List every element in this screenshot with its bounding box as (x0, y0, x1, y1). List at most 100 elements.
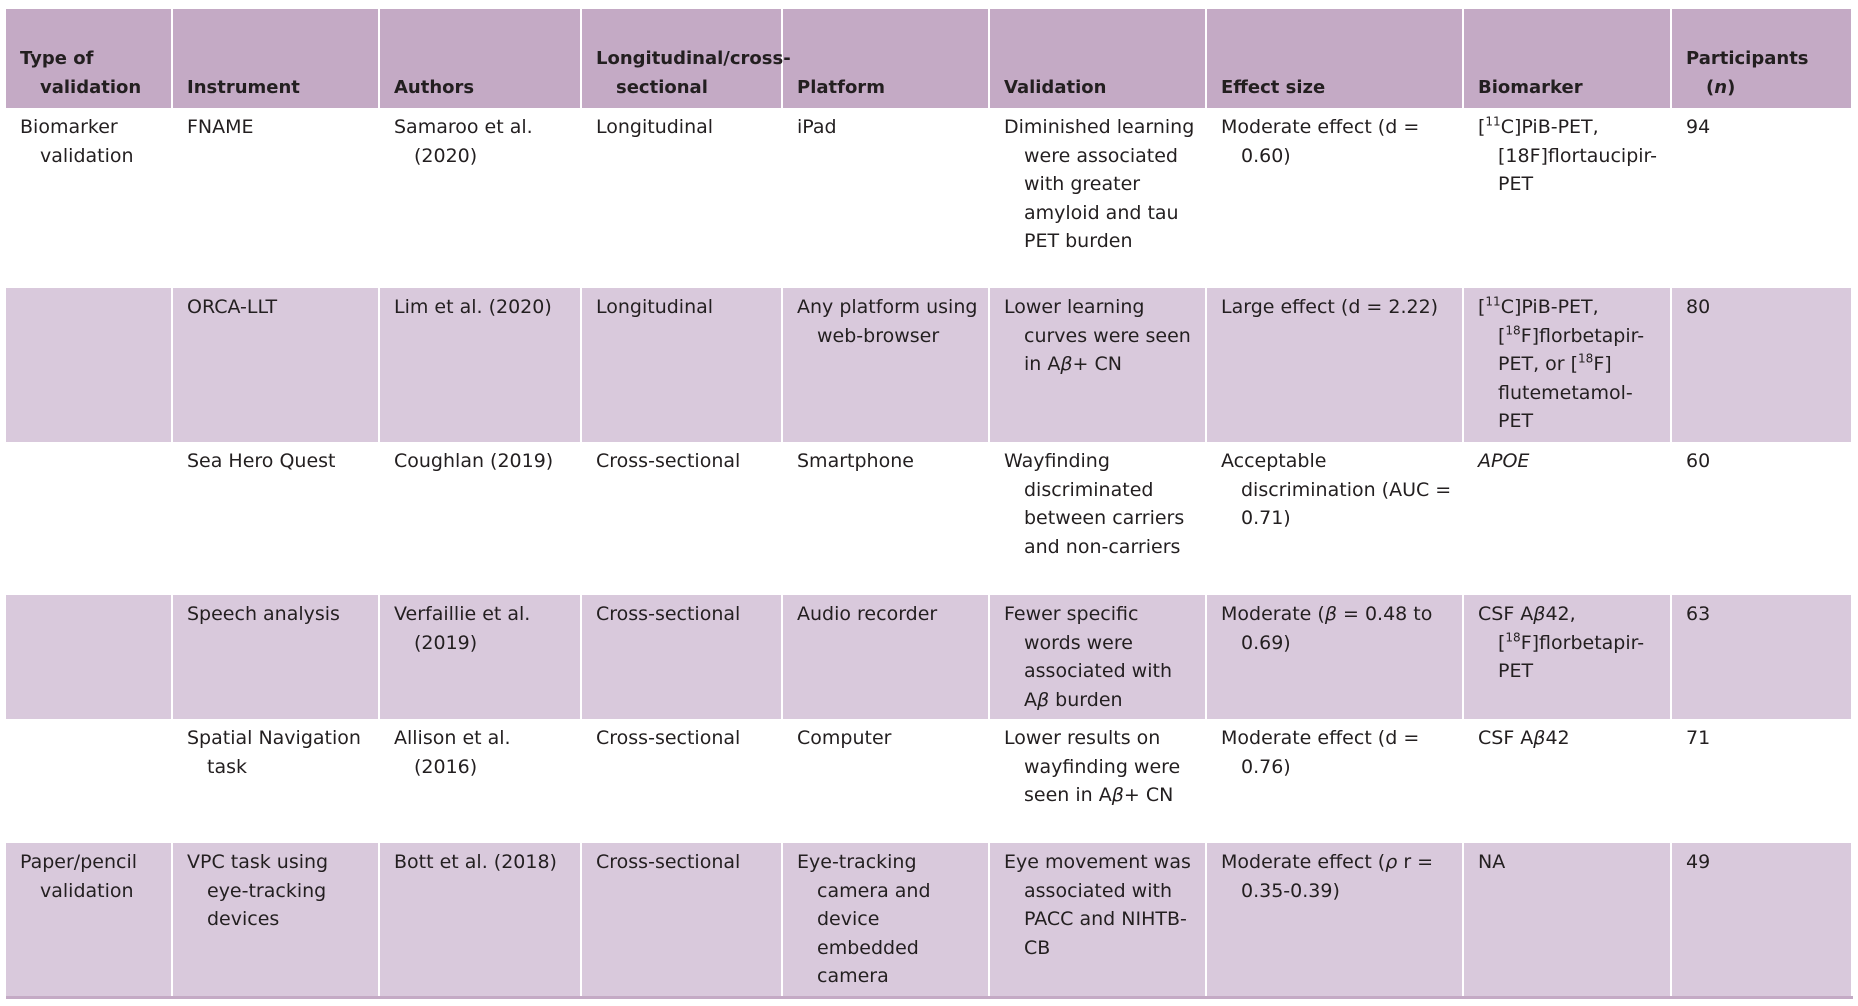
text-run: ) (1727, 76, 1736, 98)
table-row: Sea Hero Quest Coughlan (2019) Cross-secti… (6, 442, 1853, 595)
table-cell: 63 (1671, 595, 1853, 719)
table-row: Spatial Navigation task Allison et al. (2… (6, 719, 1853, 843)
superscript: 11 (1485, 294, 1501, 309)
column-header: Biomarker (1463, 9, 1672, 108)
table-cell: Sea Hero Quest (172, 442, 380, 595)
table-cell: Cross-sectional (581, 843, 783, 999)
table-cell (6, 595, 173, 719)
table-cell (6, 719, 173, 843)
column-header: Platform (782, 9, 990, 108)
table-cell: Large effect (d = 2.22) (1206, 288, 1464, 442)
superscript: 18 (1505, 630, 1521, 645)
table-cell: Any platform using web-browser (782, 288, 990, 442)
column-header: Type of validation (6, 9, 173, 108)
text-run: CSF A (1478, 727, 1534, 749)
table-cell: 80 (1671, 288, 1853, 442)
table-cell: iPad (782, 108, 990, 288)
table-cell (6, 288, 173, 442)
column-header: Effect size (1206, 9, 1464, 108)
table-cell: Spatial Navigation task (172, 719, 380, 843)
text-run: Participants ( (1686, 48, 1809, 98)
table-cell: NA (1463, 843, 1672, 999)
italic-run: β (1037, 688, 1050, 711)
table-cell: Eye movement was associated with PACC an… (989, 843, 1207, 999)
italic-run: β (1060, 353, 1073, 375)
text-run: Lower results on wayfinding were seen in… (1004, 727, 1181, 806)
text-run: Moderate ( (1221, 603, 1325, 625)
text-run: Moderate effect ( (1221, 851, 1386, 873)
text-run: = 0.48 to 0.69) (1241, 603, 1433, 654)
italic-run: β (1533, 727, 1546, 749)
text-run: 42 (1545, 727, 1570, 749)
table-cell: [11C]PiB-PET, [18F]florbetapir-PET, or [… (1463, 288, 1672, 442)
table-row: Paper/pencil validation VPC task using ey… (6, 843, 1853, 999)
text-run: C]PiB-PET, [18F]flortaucipir-PET (1498, 116, 1657, 195)
table-cell (6, 442, 173, 595)
header-row: Type of validation Instrument Authors Longi… (6, 9, 1853, 108)
superscript: 18 (1505, 323, 1521, 338)
text-run: [ (1478, 296, 1486, 318)
italic-run: APOE (1478, 450, 1530, 472)
table-cell: Cross-sectional (581, 595, 783, 719)
column-header: Validation (989, 9, 1207, 108)
table-body: Biomarker validation FNAME Samaroo et al. … (6, 108, 1853, 999)
text-run: F] flutemetamol-PET (1498, 353, 1633, 432)
table-cell: Biomarker validation (6, 108, 173, 288)
text-run: F]florbetapir-PET (1498, 631, 1645, 683)
table-cell: Smartphone (782, 442, 990, 595)
superscript: 11 (1485, 114, 1501, 129)
italic-run: ρ (1385, 851, 1398, 873)
table-cell: Wayfinding discriminated between carrier… (989, 442, 1207, 595)
table-cell: Acceptable discrimination (AUC = 0.71) (1206, 442, 1464, 595)
table-cell: Eye-tracking camera and device embedded … (782, 843, 990, 999)
table-cell: CSF Aβ42 (1463, 719, 1672, 843)
table-cell: 60 (1671, 442, 1853, 595)
table-cell: Moderate effect (d = 0.60) (1206, 108, 1464, 288)
column-header: Instrument (172, 9, 380, 108)
table-row: ORCA-LLT Lim et al. (2020) Longitudinal Any… (6, 288, 1853, 442)
text-run: F]florbetapir-PET, or [ (1498, 324, 1645, 376)
table-cell: Audio recorder (782, 595, 990, 719)
table-cell: Longitudinal (581, 108, 783, 288)
table-cell: [11C]PiB-PET, [18F]flortaucipir-PET (1463, 108, 1672, 288)
table-cell: Cross-sectional (581, 719, 783, 843)
table-cell: ORCA-LLT (172, 288, 380, 442)
text-run: burden (1049, 688, 1123, 711)
table-cell: Moderate effect (d = 0.76) (1206, 719, 1464, 843)
text-run: [ (1478, 116, 1486, 138)
italic-run: β (1533, 603, 1546, 625)
table-cell: Speech analysis (172, 595, 380, 719)
italic-run: β (1111, 784, 1124, 806)
table-cell: Bott et al. (2018) (379, 843, 582, 999)
text-run: + CN (1072, 353, 1122, 375)
italic-run: β (1324, 603, 1337, 625)
text-run: Lower learning curves were seen in A (1004, 296, 1191, 375)
table-cell: Lower learning curves were seen in Aβ+ C… (989, 288, 1207, 442)
table-cell: Verfaillie et al. (2019) (379, 595, 582, 719)
text-run: CSF A (1478, 603, 1534, 625)
column-header: Participants (n) (1671, 9, 1853, 108)
table-cell: Computer (782, 719, 990, 843)
table-cell: Cross-sectional (581, 442, 783, 595)
table-cell: 49 (1671, 843, 1853, 999)
table-cell: Lower results on wayfinding were seen in… (989, 719, 1207, 843)
superscript: 18 (1578, 351, 1594, 366)
table: Type of validation Instrument Authors Longi… (6, 9, 1853, 999)
table-cell: Lim et al. (2020) (379, 288, 582, 442)
table-cell: FNAME (172, 108, 380, 288)
italic-run: n (1714, 76, 1728, 98)
table-cell: Paper/pencil validation (6, 843, 173, 999)
table-cell: Moderate (β = 0.48 to 0.69) (1206, 595, 1464, 719)
table-row: Biomarker validation FNAME Samaroo et al. … (6, 108, 1853, 288)
table-cell: Moderate effect (ρ r = 0.35-0.39) (1206, 843, 1464, 999)
table-cell: Diminished learning were associated with… (989, 108, 1207, 288)
table-cell: 71 (1671, 719, 1853, 843)
table-cell: Longitudinal (581, 288, 783, 442)
column-header: Longitudinal/cross-sectional (581, 9, 791, 108)
table-cell: Samaroo et al. (2020) (379, 108, 582, 288)
table-cell: Fewer specific words were associated wit… (989, 595, 1207, 719)
table-cell: Coughlan (2019) (379, 442, 582, 595)
text-run: 42, [ (1498, 603, 1576, 654)
table-cell: 94 (1671, 108, 1853, 288)
